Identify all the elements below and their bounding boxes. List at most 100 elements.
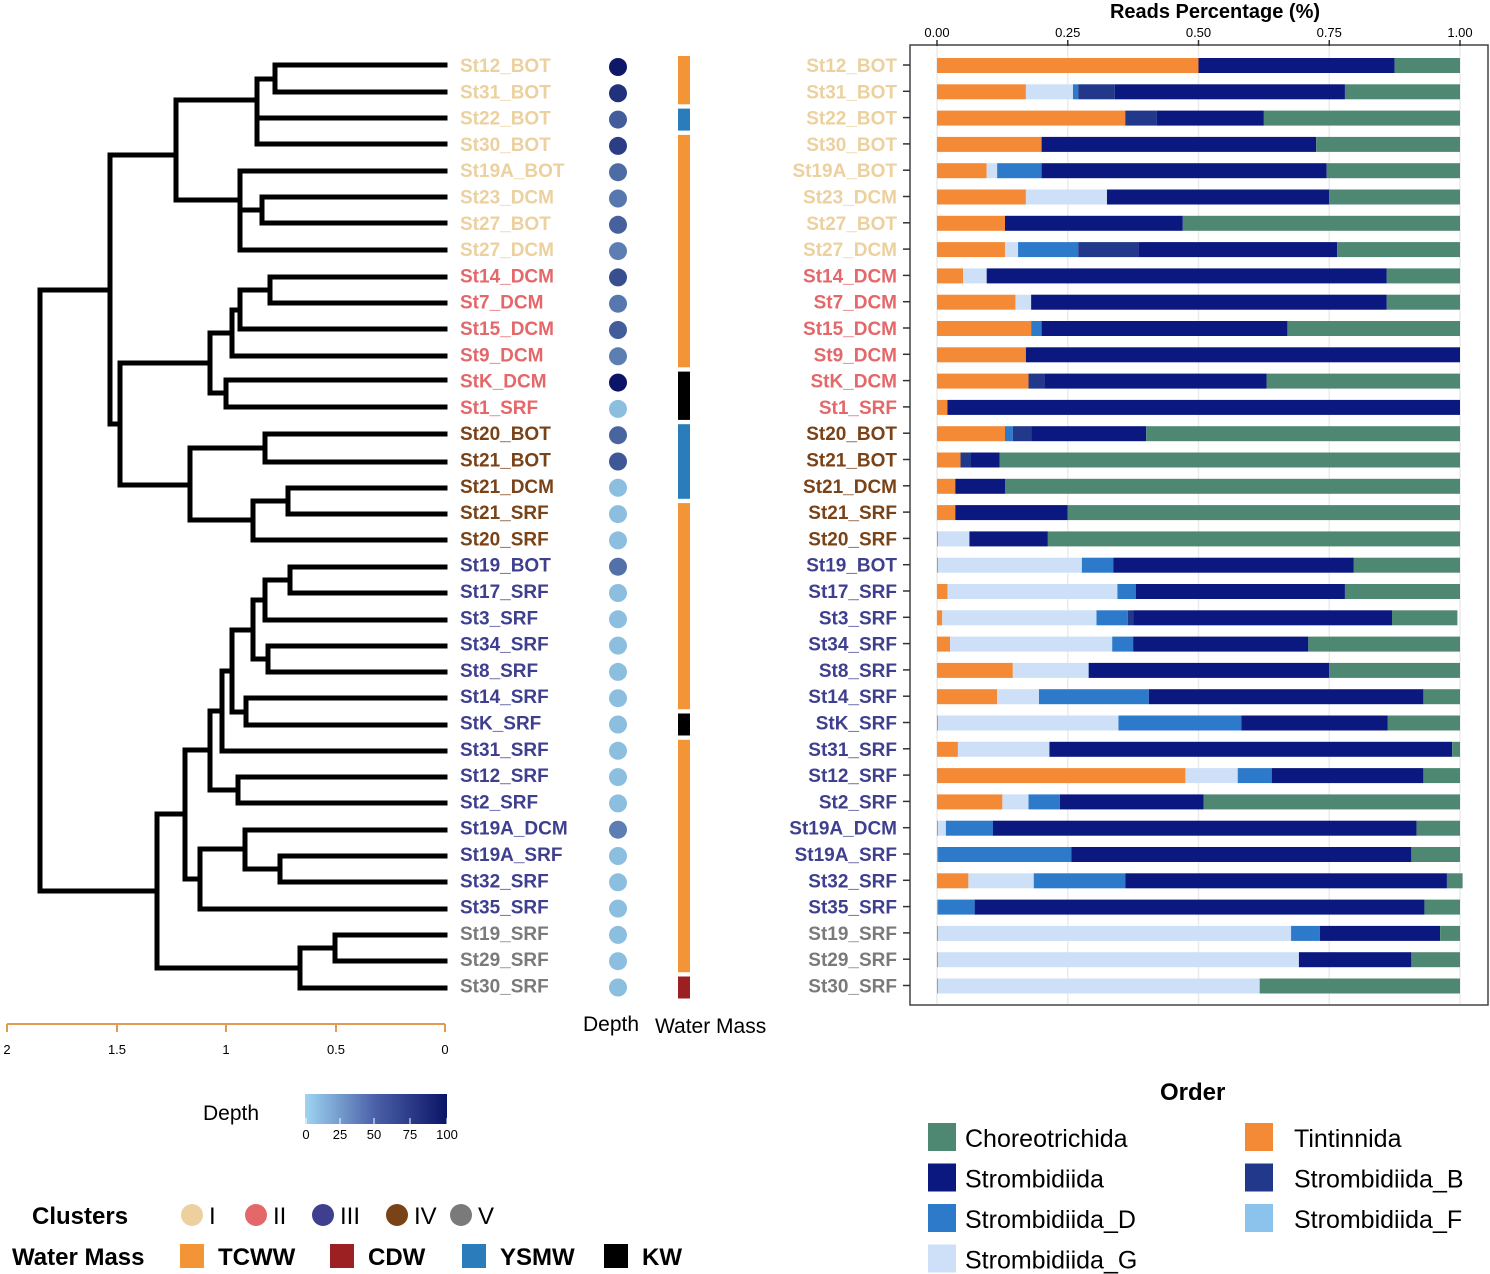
chart-title: Reads Percentage (%): [1110, 1, 1320, 23]
bar-segment: [937, 136, 1042, 152]
bar-segment: [1146, 426, 1460, 442]
bar-segment: [1071, 847, 1412, 862]
bar-segment: [1386, 294, 1460, 310]
bar-segment: [937, 452, 961, 468]
sample-label-left: St17_SRF: [460, 582, 549, 603]
depth-dot: [609, 847, 627, 865]
sample-label-left: St14_DCM: [460, 266, 554, 287]
depth-dot: [609, 689, 627, 708]
bar-segment: [1012, 662, 1089, 678]
bar-segment: [1078, 84, 1115, 100]
bar-segment: [937, 873, 969, 889]
bar-segment: [938, 715, 1119, 731]
water-mass-segment: [678, 976, 690, 999]
sample-label-left: St21_SRF: [460, 503, 549, 524]
sample-label-right: St34_SRF: [808, 635, 897, 656]
cluster-legend-dot: [245, 1204, 267, 1226]
sample-label-left: St12_SRF: [460, 766, 549, 787]
depth-legend-tick-label: 25: [333, 1127, 347, 1142]
bar-segment: [1423, 689, 1460, 705]
sample-label-right: St2_SRF: [819, 792, 897, 813]
bar-segment: [1125, 110, 1157, 126]
bar-segment: [1135, 584, 1345, 599]
bar-segment: [1185, 768, 1238, 784]
bar-segment: [969, 531, 1048, 547]
bar-segment: [963, 268, 987, 284]
sample-label-right: St19_BOT: [806, 556, 897, 577]
dendrogram-labels: St12_BOT St31_BOT St22_BOT St30_BOT St19A_BO…: [460, 56, 568, 998]
depth-dot: [609, 347, 627, 366]
bar-segment: [1002, 794, 1029, 810]
water-mass-legend-swatch: [604, 1244, 628, 1268]
bar-segment: [1004, 215, 1183, 231]
legend-label: Choreotrichida: [965, 1125, 1128, 1153]
bar-segment: [1067, 505, 1460, 521]
bar-segment: [937, 347, 1026, 363]
bar-segment: [974, 899, 1425, 915]
bar-segment: [1440, 925, 1460, 941]
bar-segment: [937, 715, 939, 731]
sample-label-right: St19A_SRF: [795, 845, 897, 866]
bar-segment: [1344, 84, 1460, 100]
legend-swatch: [928, 1163, 956, 1192]
depth-dot: [609, 373, 627, 392]
bar-segment: [1326, 163, 1460, 179]
bar-segment: [1344, 584, 1460, 599]
bar-segment: [1156, 110, 1264, 126]
depth-dot: [609, 294, 627, 313]
depth-dot: [609, 215, 627, 234]
bar-segment: [1237, 768, 1272, 784]
sample-label-right: St21_DCM: [803, 477, 897, 498]
bar-segment: [1025, 189, 1107, 205]
bar-segment: [1028, 794, 1060, 810]
depth-dot: [609, 899, 627, 918]
bar-segment: [1117, 584, 1136, 599]
depth-dot: [609, 741, 627, 760]
bar-segment: [1203, 794, 1460, 810]
bar-segment: [1416, 820, 1460, 836]
bar-segment: [960, 452, 971, 468]
bar-segment: [938, 557, 1082, 573]
bar-segment: [955, 505, 1068, 521]
depth-dot: [609, 925, 627, 944]
bar-segment: [1041, 321, 1288, 336]
cluster-legend-dot: [386, 1204, 408, 1226]
stacked-bars: [937, 58, 1463, 994]
dendrogram-tick-label: 1: [222, 1042, 229, 1057]
sample-label-left: St21_BOT: [460, 451, 551, 472]
sample-label-left: St8_SRF: [460, 661, 538, 682]
sample-label-right: St23_DCM: [803, 188, 897, 209]
bar-segment: [1259, 978, 1460, 994]
bar-labels: St12_BOT St31_BOT St22_BOT St30_BOT St19A_BO…: [789, 56, 910, 998]
bar-segment: [937, 321, 1032, 336]
depth-dot: [609, 794, 627, 813]
bar-segment: [937, 84, 1026, 100]
sample-label-left: St29_SRF: [460, 950, 549, 971]
bar-segment: [937, 768, 1186, 784]
water-mass-segment: [678, 371, 690, 420]
legend-label: Strombidiida_F: [1294, 1206, 1462, 1234]
sample-label-right: St12_BOT: [806, 56, 897, 77]
bar-segment: [1298, 952, 1412, 968]
legend-label: Strombidiida_G: [965, 1247, 1137, 1274]
depth-dot: [609, 768, 627, 787]
bar-segment: [942, 610, 1097, 626]
sample-label-left: St19A_DCM: [460, 819, 568, 840]
cluster-legend-label: III: [340, 1203, 360, 1230]
sample-label-right: St32_SRF: [808, 871, 897, 892]
bar-segment: [999, 452, 1460, 468]
bar-segment: [1411, 847, 1460, 862]
bar-segment: [937, 531, 939, 547]
depth-dot: [609, 610, 627, 629]
sample-label-left: St21_DCM: [460, 477, 554, 498]
water-mass-segment: [678, 56, 690, 105]
water-mass-column-label: Water Mass: [655, 1015, 766, 1038]
sample-label-right: StK_SRF: [816, 714, 897, 735]
depth-dot: [609, 84, 627, 103]
bar-segment: [937, 110, 1126, 126]
bar-segment: [1316, 136, 1460, 152]
bar-segment: [937, 242, 1005, 258]
sample-label-right: St8_SRF: [819, 661, 897, 682]
legend-label: Strombidiida: [965, 1166, 1104, 1194]
